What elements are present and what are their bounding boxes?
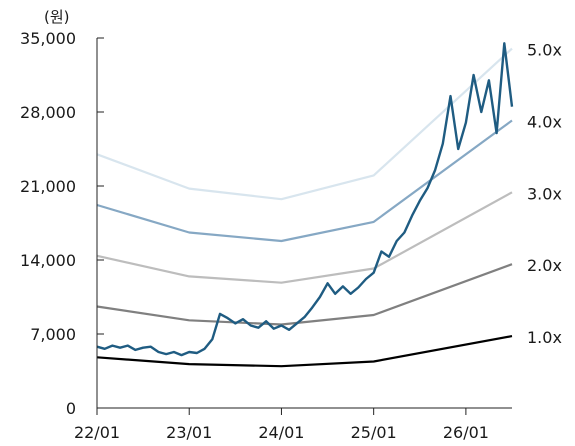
- band-label: 5.0x: [527, 41, 562, 60]
- price-line-layer: [97, 43, 512, 355]
- tick-labels: 0 7,000 14,000 21,000 28,000 35,000 22/01 23/01…: [20, 29, 489, 442]
- price-line: [97, 43, 512, 355]
- band-line-5.0x: [97, 49, 512, 200]
- y-tick-label: 7,000: [30, 325, 76, 344]
- band-labels: 1.0x 2.0x 3.0x 4.0x 5.0x: [527, 41, 562, 348]
- y-tick-label: 28,000: [20, 103, 76, 122]
- band-label: 3.0x: [527, 184, 562, 203]
- y-tick-label: 14,000: [20, 251, 76, 270]
- band-label: 2.0x: [527, 256, 562, 275]
- x-tick-label: 25/01: [351, 423, 397, 442]
- x-tick-label: 26/01: [443, 423, 489, 442]
- y-tick-label: 35,000: [20, 29, 76, 48]
- x-tick-label: 24/01: [258, 423, 304, 442]
- band-line-3.0x: [97, 192, 512, 282]
- band-label: 4.0x: [527, 112, 562, 131]
- y-axis-unit-label: (원): [44, 8, 70, 26]
- y-tick-label: 21,000: [20, 177, 76, 196]
- y-tick-label: 0: [66, 399, 76, 418]
- x-tick-label: 23/01: [166, 423, 212, 442]
- band-label: 1.0x: [527, 328, 562, 347]
- band-line-4.0x: [97, 121, 512, 242]
- x-tick-label: 22/01: [74, 423, 120, 442]
